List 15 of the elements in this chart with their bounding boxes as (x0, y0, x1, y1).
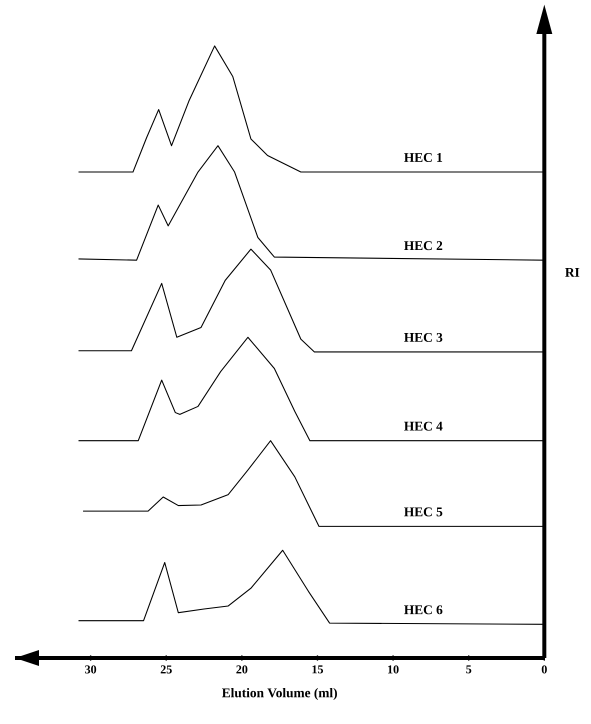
series-label: HEC 5 (404, 507, 442, 516)
series-label: HEC 2 (404, 241, 442, 250)
x-axis-title: Elution Volume (ml) (222, 688, 337, 700)
series-label: HEC 6 (404, 605, 442, 614)
x-tick-label: 15 (312, 665, 324, 674)
y-axis-title: RI (565, 268, 580, 277)
x-tick-label: 20 (236, 665, 248, 674)
x-tick-label: 5 (466, 665, 472, 674)
x-tick-label: 30 (85, 665, 96, 674)
x-tick-label: 10 (388, 665, 399, 674)
series-label: HEC 1 (404, 153, 442, 162)
x-tick-label: 0 (542, 665, 547, 674)
x-tick-label: 25 (160, 665, 172, 674)
series-label: HEC 3 (404, 332, 442, 342)
series-label: HEC 4 (404, 422, 443, 431)
